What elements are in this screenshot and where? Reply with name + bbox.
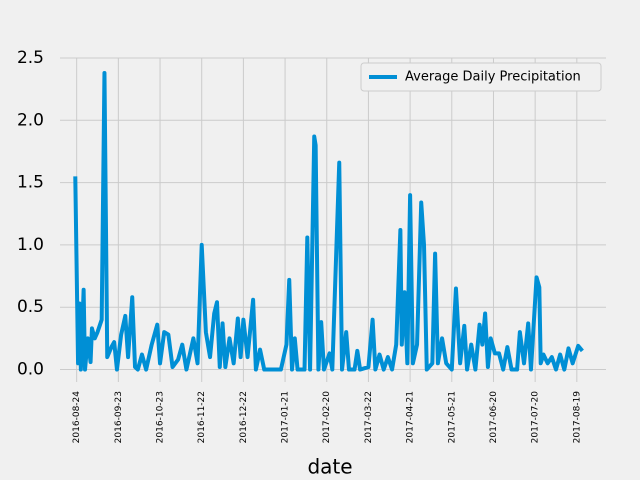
data-line [73, 70, 584, 372]
x-tick-label: 2016-11-22 [197, 391, 207, 443]
y-tick-label: 2.5 [17, 48, 44, 68]
y-tick-label: 0.0 [17, 360, 44, 380]
legend-label: Average Daily Precipitation [405, 70, 581, 85]
x-tick-label: 2017-07-20 [531, 391, 541, 444]
y-tick-label: 1.5 [17, 173, 44, 193]
legend-box [360, 62, 602, 92]
legend: Average Daily Precipitation [360, 62, 602, 92]
x-tick-label: 2016-08-24 [72, 391, 82, 444]
x-tick-label: 2017-03-22 [364, 391, 374, 443]
x-tick-label: 2016-12-22 [239, 391, 249, 443]
y-tick-label: 0.5 [17, 297, 44, 317]
x-tick-label: 2017-01-21 [281, 391, 291, 443]
x-tick-label: 2017-06-20 [489, 391, 499, 444]
x-tick-label: 2017-04-21 [406, 391, 416, 443]
x-tick-label: 2016-10-23 [156, 391, 166, 443]
y-tick-label: 1.0 [17, 235, 44, 255]
x-axis-label: date [307, 455, 352, 479]
x-tick-label: 2017-05-21 [447, 391, 457, 443]
y-tick-label: 2.0 [17, 110, 44, 130]
x-tick-label: 2017-02-20 [322, 391, 332, 444]
x-tick-label: 2017-08-19 [572, 391, 582, 444]
x-tick-label: 2016-09-23 [114, 391, 124, 443]
